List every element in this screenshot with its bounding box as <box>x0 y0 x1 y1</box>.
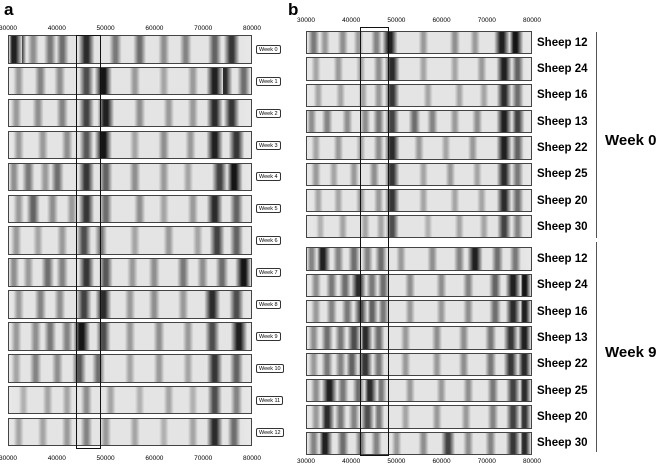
fingerprint-lane <box>8 226 252 255</box>
panel-a-bottom-axis-tick: 50000 <box>96 455 115 462</box>
lane-label: Week 5 <box>256 204 281 214</box>
lane-label: Week 11 <box>256 395 284 405</box>
lane-label: Sheep 16 <box>537 305 588 318</box>
lane-label: Sheep 24 <box>537 279 588 292</box>
fingerprint-lane <box>306 273 532 298</box>
panel-b-top-axis-tick: 50000 <box>387 17 406 24</box>
lane-label: Sheep 16 <box>537 89 588 102</box>
lane-label: Sheep 20 <box>537 410 588 423</box>
fingerprint-lane <box>306 247 532 271</box>
fingerprint-lane <box>306 136 532 160</box>
lane-label: Week 3 <box>256 140 281 150</box>
fingerprint-lane <box>306 188 532 213</box>
fingerprint-lane <box>306 405 532 429</box>
lane-label: Sheep 12 <box>537 36 588 49</box>
panel-b-bottom-axis-tick: 40000 <box>342 458 361 465</box>
panel-b-top-axis-tick: 30000 <box>296 17 316 24</box>
fingerprint-lane <box>306 378 532 403</box>
panel-a-top-axis-tick: 70000 <box>194 25 213 32</box>
week0-bracket-line <box>596 32 597 238</box>
panel-a-bottom-axis-tick: 80000 <box>242 455 262 462</box>
group-label-week-9: Week 9 <box>605 344 657 361</box>
fingerprint-lane <box>306 83 532 107</box>
fingerprint-lane <box>8 354 252 383</box>
panel-b-bottom-axis-tick: 60000 <box>432 458 451 465</box>
panel-a-bottom-axis-tick: 60000 <box>145 455 164 462</box>
lane-label: Week 9 <box>256 331 281 341</box>
panel-b-top-axis-tick: 60000 <box>432 17 451 24</box>
fingerprint-lane <box>306 162 532 186</box>
panel-a-bottom-axis-tick: 40000 <box>47 455 66 462</box>
lane-label: Sheep 22 <box>537 358 588 371</box>
lane-label: Sheep 12 <box>537 253 588 266</box>
panel-b-bottom-axis-tick: 30000 <box>296 458 316 465</box>
panel-a-bottom-axis-tick: 70000 <box>194 455 213 462</box>
fingerprint-lane <box>306 31 532 55</box>
fingerprint-lane <box>306 326 532 350</box>
panel-b-top-axis-tick: 80000 <box>522 17 542 24</box>
lane-label: Sheep 30 <box>537 220 588 233</box>
lane-label: Sheep 20 <box>537 194 588 207</box>
panel-a-top-axis-tick: 30000 <box>0 25 18 32</box>
lane-label: Week 4 <box>256 172 281 182</box>
lane-label: Sheep 22 <box>537 141 588 154</box>
lane-label: Sheep 30 <box>537 437 588 450</box>
panel-a-letter: a <box>4 0 14 19</box>
lane-label: Week 2 <box>256 108 281 118</box>
lane-label: Sheep 13 <box>537 115 588 128</box>
fingerprint-lane <box>8 194 252 224</box>
panel-b-bottom-axis-tick: 50000 <box>387 458 406 465</box>
lane-label: Week 12 <box>256 427 284 437</box>
panel-b-top-axis-tick: 40000 <box>342 17 361 24</box>
fingerprint-lane <box>8 66 252 96</box>
fingerprint-lane <box>8 385 252 415</box>
fingerprint-lane <box>8 290 252 319</box>
lane-label: Sheep 25 <box>537 384 588 397</box>
panel-b-top-axis-tick: 70000 <box>477 17 496 24</box>
panel-a-top-axis-tick: 40000 <box>47 25 66 32</box>
lane-label: Sheep 24 <box>537 63 588 75</box>
panel-a-bottom-axis-tick: 30000 <box>0 455 18 462</box>
lane-label: Week 10 <box>256 363 284 373</box>
lane-label: Week 7 <box>256 268 281 278</box>
group-label-week-0: Week 0 <box>605 132 657 149</box>
lane-label: Sheep 25 <box>537 168 588 181</box>
panel-b-bottom-axis-tick: 70000 <box>477 458 496 465</box>
lane-label: Week 8 <box>256 300 281 309</box>
panel-a-top-axis-tick: 50000 <box>96 25 115 32</box>
panel-b-letter: b <box>288 0 299 19</box>
fingerprint-lane <box>8 258 252 287</box>
lane-label: Week 0 <box>256 44 281 54</box>
fingerprint-lane <box>306 57 532 81</box>
fingerprint-lane <box>8 130 252 160</box>
lane-label: Sheep 13 <box>537 332 588 344</box>
panel-a-top-axis-tick: 60000 <box>145 25 164 32</box>
fingerprint-lane <box>306 215 532 239</box>
lane-label: Week 6 <box>256 236 281 246</box>
fingerprint-lane <box>306 431 532 455</box>
fingerprint-lane <box>306 300 532 324</box>
fingerprint-lane <box>8 417 252 447</box>
fingerprint-lane <box>306 109 532 134</box>
fingerprint-lane <box>8 322 252 351</box>
panel-a-top-axis-tick: 80000 <box>242 25 262 32</box>
fingerprint-lane <box>8 162 252 192</box>
week9-bracket-line <box>596 242 597 452</box>
fingerprint-lane <box>8 98 252 128</box>
fingerprint-lane <box>8 35 252 64</box>
fingerprint-lane <box>306 352 532 376</box>
panel-b-bottom-axis-tick: 80000 <box>522 458 542 465</box>
lane-label: Week 1 <box>256 76 281 86</box>
